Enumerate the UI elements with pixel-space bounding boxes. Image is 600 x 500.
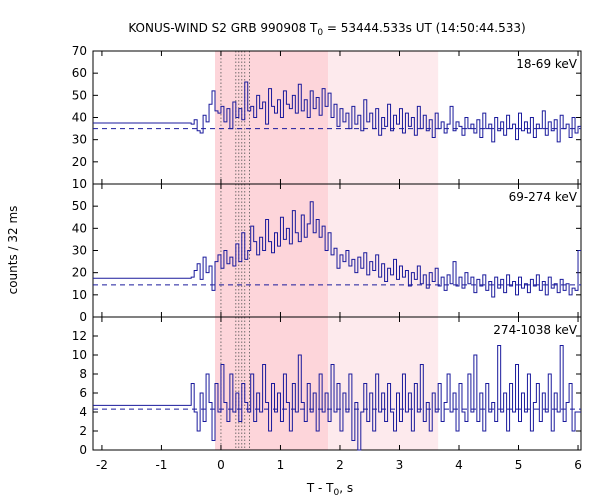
y-tick-label: 10 — [72, 177, 87, 191]
energy-band-label: 274-1038 keV — [493, 323, 577, 337]
y-tick-label: 30 — [72, 244, 87, 258]
y-tick-label: 30 — [72, 133, 87, 147]
y-tick-label: 8 — [79, 367, 87, 381]
x-tick-label: 6 — [574, 458, 582, 472]
y-tick-label: 4 — [79, 405, 87, 419]
panel-frame — [92, 316, 582, 451]
x-axis: -2 -1 0 1 2 3 4 5 6 — [96, 458, 582, 472]
x-tick-label: 1 — [277, 458, 285, 472]
y-axis-label: counts / 32 ms — [6, 206, 20, 295]
x-tick-label: -2 — [96, 458, 108, 472]
panel-2: 0 10 20 30 40 50 69-274 keV — [72, 183, 582, 324]
y-tick-label: 50 — [72, 199, 87, 213]
shaded-interval-2 — [328, 51, 439, 450]
count-rate-curve — [93, 81, 581, 143]
panel-1: 10 20 30 40 50 60 70 18-69 keV — [72, 44, 582, 191]
y-tick-label: 50 — [72, 88, 87, 102]
y-tick-label: 0 — [79, 443, 87, 457]
energy-band-label: 18-69 keV — [516, 57, 578, 71]
chart-title: KONUS-WIND S2 GRB 990908 T0 = 53444.533s… — [128, 21, 525, 38]
y-tick-label: 20 — [72, 266, 87, 280]
y-tick-label: 12 — [72, 329, 87, 343]
y-tick-label: 20 — [72, 155, 87, 169]
x-tick-label: 0 — [217, 458, 225, 472]
x-tick-label: 3 — [396, 458, 404, 472]
y-tick-label: 70 — [72, 44, 87, 58]
y-tick-label: 40 — [72, 111, 87, 125]
y-tick-label: 10 — [72, 348, 87, 362]
x-tick-label: 2 — [336, 458, 344, 472]
y-tick-label: 40 — [72, 221, 87, 235]
y-tick-label: 0 — [79, 310, 87, 324]
energy-band-label: 69-274 keV — [509, 190, 578, 204]
x-tick-label: 4 — [455, 458, 463, 472]
y-tick-label: 2 — [79, 424, 87, 438]
y-tick-label: 10 — [72, 288, 87, 302]
x-tick-label: -1 — [155, 458, 167, 472]
x-axis-label: T - T0, s — [306, 481, 353, 498]
count-rate-curve — [93, 345, 581, 451]
panel-3: 0 2 4 6 8 10 12 274-1038 keV — [72, 316, 582, 457]
y-tick-label: 60 — [72, 66, 87, 80]
count-rate-curve — [93, 201, 581, 298]
y-tick-label: 6 — [79, 386, 87, 400]
x-tick-label: 5 — [515, 458, 523, 472]
